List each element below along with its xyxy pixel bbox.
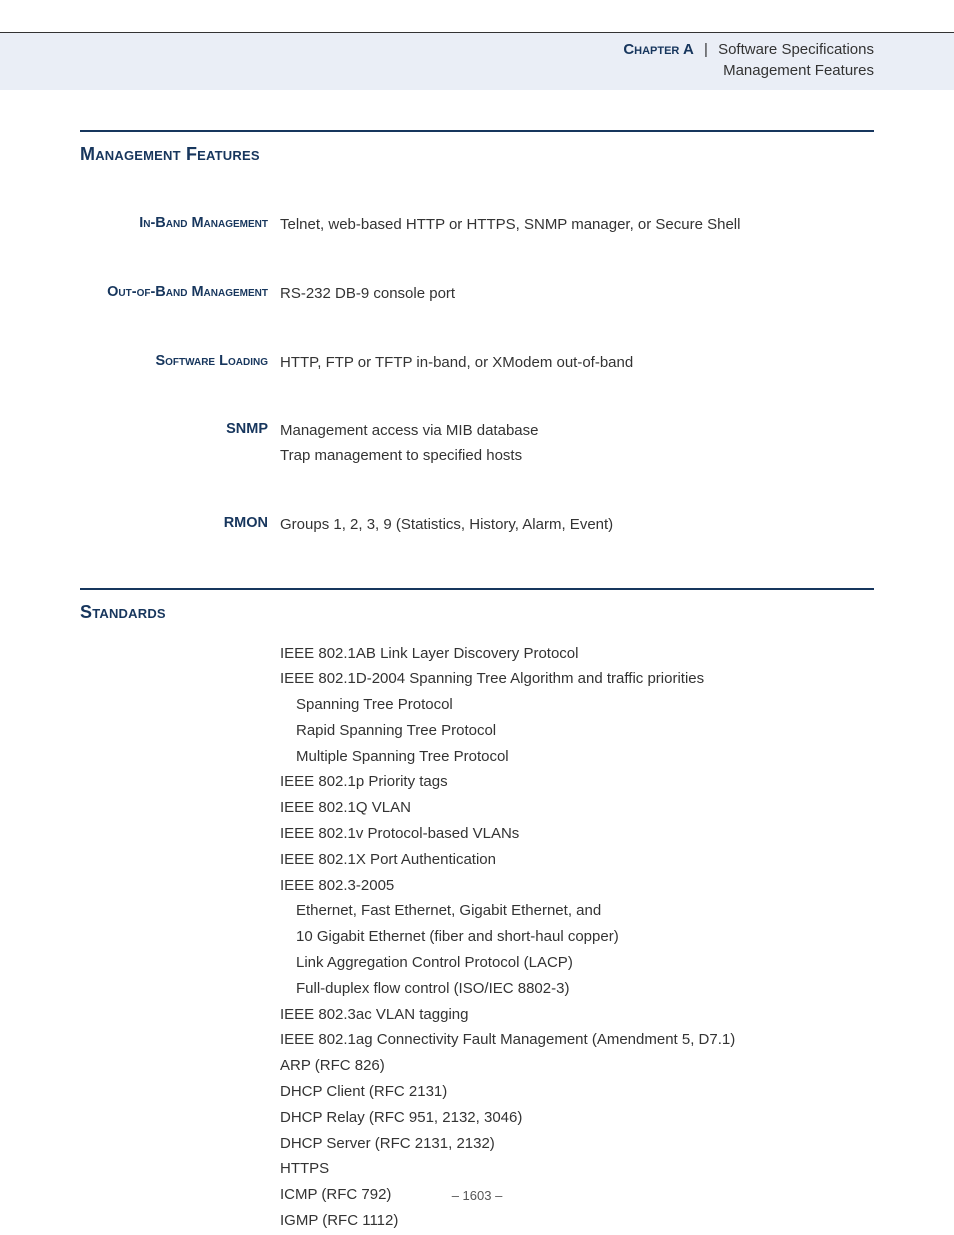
standards-item: IEEE 802.1X Port Authentication bbox=[280, 847, 874, 873]
standards-item: HTTPS bbox=[280, 1156, 874, 1182]
management-row: Out-of-Band ManagementRS-232 DB-9 consol… bbox=[80, 282, 874, 307]
section-heading-standards: Standards bbox=[80, 602, 874, 623]
page-prefix: – bbox=[452, 1188, 463, 1203]
crumb-management-features: Management Features bbox=[623, 60, 874, 81]
management-row: RMONGroups 1, 2, 3, 9 (Statistics, Histo… bbox=[80, 513, 874, 538]
page-suffix: – bbox=[491, 1188, 502, 1203]
section-rule-standards bbox=[80, 588, 874, 590]
standards-item: ARP (RFC 826) bbox=[280, 1053, 874, 1079]
section-heading-management: Management Features bbox=[80, 144, 874, 165]
standards-item: 10 Gigabit Ethernet (fiber and short-hau… bbox=[280, 924, 874, 950]
page-number: – 1603 – bbox=[0, 1188, 954, 1203]
page-content: Management Features In-Band ManagementTe… bbox=[80, 130, 874, 1234]
standards-item: Multiple Spanning Tree Protocol bbox=[280, 744, 874, 770]
row-value: RS-232 DB-9 console port bbox=[280, 282, 874, 307]
standards-item: DHCP Client (RFC 2131) bbox=[280, 1079, 874, 1105]
row-value: Management access via MIB databaseTrap m… bbox=[280, 419, 874, 469]
standards-item: Spanning Tree Protocol bbox=[280, 692, 874, 718]
row-value: Telnet, web-based HTTP or HTTPS, SNMP ma… bbox=[280, 213, 874, 238]
standards-item: Link Aggregation Control Protocol (LACP) bbox=[280, 950, 874, 976]
standards-item: IEEE 802.1Q VLAN bbox=[280, 795, 874, 821]
divider: | bbox=[704, 41, 708, 58]
standards-item: DHCP Relay (RFC 951, 2132, 3046) bbox=[280, 1105, 874, 1131]
standards-item: DHCP Server (RFC 2131, 2132) bbox=[280, 1131, 874, 1157]
standards-list: IEEE 802.1AB Link Layer Discovery Protoc… bbox=[280, 641, 874, 1234]
standards-item: IGMP (RFC 1112) bbox=[280, 1208, 874, 1234]
standards-item: Full-duplex flow control (ISO/IEC 8802-3… bbox=[280, 976, 874, 1002]
row-label: Out-of-Band Management bbox=[80, 282, 280, 303]
row-label: In-Band Management bbox=[80, 213, 280, 234]
standards-item: IEEE 802.3ac VLAN tagging bbox=[280, 1002, 874, 1028]
header-band: Chapter A | Software Specifications Mana… bbox=[0, 32, 954, 90]
crumb-software-spec: Software Specifications bbox=[718, 41, 874, 58]
standards-item: IEEE 802.3-2005 bbox=[280, 873, 874, 899]
standards-section: Standards IEEE 802.1AB Link Layer Discov… bbox=[80, 588, 874, 1234]
row-label: SNMP bbox=[80, 419, 280, 440]
standards-item: IEEE 802.1p Priority tags bbox=[280, 769, 874, 795]
row-label: RMON bbox=[80, 513, 280, 534]
row-value: Groups 1, 2, 3, 9 (Statistics, History, … bbox=[280, 513, 874, 538]
standards-item: IEEE 802.1AB Link Layer Discovery Protoc… bbox=[280, 641, 874, 667]
standards-item: IEEE 802.1D-2004 Spanning Tree Algorithm… bbox=[280, 666, 874, 692]
chapter-label: Chapter A bbox=[623, 41, 694, 58]
standards-item: Ethernet, Fast Ethernet, Gigabit Etherne… bbox=[280, 898, 874, 924]
section-rule-management bbox=[80, 130, 874, 132]
page-num-value: 1603 bbox=[463, 1188, 492, 1203]
header-breadcrumb: Chapter A | Software Specifications Mana… bbox=[623, 39, 874, 81]
management-row: SNMPManagement access via MIB databaseTr… bbox=[80, 419, 874, 469]
row-label: Software Loading bbox=[80, 351, 280, 372]
standards-item: IEEE 802.1ag Connectivity Fault Manageme… bbox=[280, 1027, 874, 1053]
standards-item: Rapid Spanning Tree Protocol bbox=[280, 718, 874, 744]
management-row: Software LoadingHTTP, FTP or TFTP in-ban… bbox=[80, 351, 874, 376]
standards-item: IEEE 802.1v Protocol-based VLANs bbox=[280, 821, 874, 847]
management-rows: In-Band ManagementTelnet, web-based HTTP… bbox=[80, 213, 874, 538]
row-value: HTTP, FTP or TFTP in-band, or XModem out… bbox=[280, 351, 874, 376]
management-row: In-Band ManagementTelnet, web-based HTTP… bbox=[80, 213, 874, 238]
